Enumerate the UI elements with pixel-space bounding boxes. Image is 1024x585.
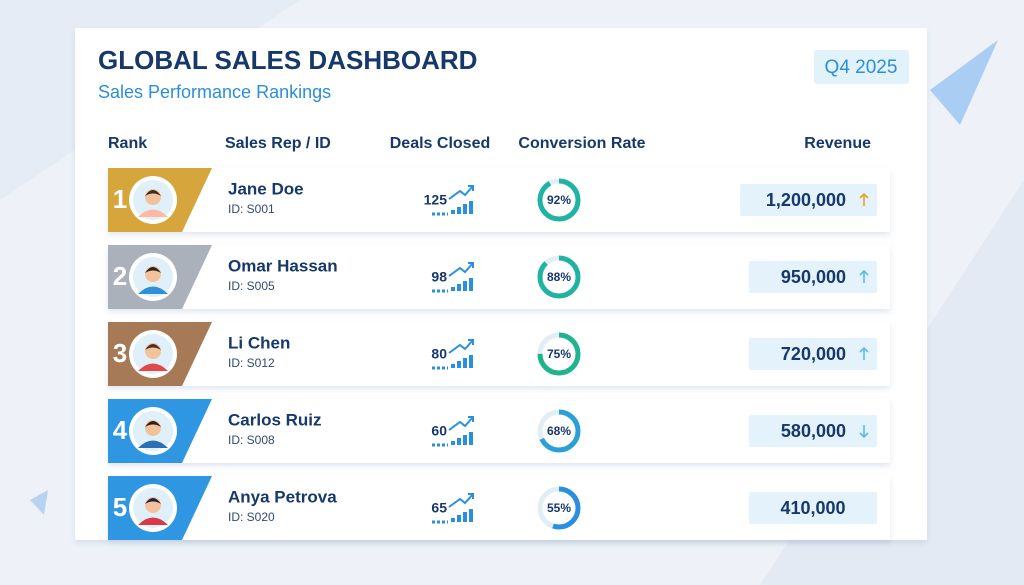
rep-id: ID: S001	[228, 202, 275, 216]
conversion-label: 75%	[547, 347, 571, 361]
conversion-ring	[537, 255, 581, 299]
deals-closed: 60	[431, 423, 447, 439]
deals-icon-arrow	[448, 416, 474, 431]
deals-icon-bar	[463, 204, 467, 214]
deals-icon-arrow	[448, 339, 474, 354]
revenue-box	[749, 261, 877, 293]
column-header: Rank	[108, 135, 147, 152]
avatar-hair	[145, 498, 161, 504]
subtitle: Sales Performance Rankings	[98, 82, 331, 102]
avatar-body	[138, 517, 168, 525]
table-row: 4 Carlos Ruiz ID: S008 60 68% 580,000	[108, 399, 890, 463]
revenue: 720,000	[781, 344, 846, 364]
deals-icon-bar	[469, 278, 473, 291]
rep-id: ID: S005	[228, 279, 275, 293]
deals-closed: 98	[431, 269, 447, 285]
deals-icon-bar	[463, 512, 467, 522]
deals-closed: 80	[431, 346, 447, 362]
rep-name: Omar Hassan	[228, 256, 338, 275]
period: Q4 2025	[825, 57, 898, 78]
deals-icon-bar	[457, 207, 461, 214]
bg-shape	[30, 490, 48, 515]
period-badge	[814, 50, 909, 84]
deals-icon-arrow	[448, 262, 474, 277]
avatar-hair	[145, 190, 161, 196]
deals-icon-arrow	[448, 185, 474, 200]
deals-icon-bar	[457, 438, 461, 445]
table-row: 2 Omar Hassan ID: S005 98 88% 950,000	[108, 245, 890, 309]
deals-icon-bar	[469, 201, 473, 214]
rep-name: Jane Doe	[228, 179, 304, 198]
avatar-body	[138, 363, 168, 371]
deals-icon-bar	[469, 432, 473, 445]
revenue-box	[749, 492, 877, 524]
column-header: Conversion Rate	[518, 135, 645, 152]
deals-icon-arrow	[448, 493, 474, 508]
conversion-label: 55%	[547, 501, 571, 515]
trend-arrow	[859, 346, 869, 360]
deals-icon-bar	[451, 287, 455, 291]
rank: 5	[113, 492, 127, 522]
deals-icon-bar	[457, 284, 461, 291]
conversion-ring	[537, 332, 581, 376]
trend-arrow	[859, 192, 869, 206]
deals-icon-bar	[451, 518, 455, 522]
revenue-box	[740, 184, 877, 216]
revenue: 1,200,000	[766, 190, 846, 210]
revenue: 410,000	[780, 498, 845, 518]
rep-name: Li Chen	[228, 333, 290, 352]
deals-icon-bar	[457, 515, 461, 522]
column-header: Sales Rep / ID	[225, 135, 331, 152]
avatar-body	[138, 440, 168, 448]
revenue-box	[749, 338, 877, 370]
rank: 3	[113, 338, 127, 368]
revenue: 580,000	[781, 421, 846, 441]
conversion-label: 88%	[547, 270, 571, 284]
deals-icon-bar	[463, 281, 467, 291]
deals-icon-bar	[469, 509, 473, 522]
avatar-body	[138, 209, 168, 217]
avatar-hair	[145, 421, 161, 427]
deals-icon-bar	[463, 435, 467, 445]
rep-id: ID: S012	[228, 356, 275, 370]
table-row: 3 Li Chen ID: S012 80 75% 720,000	[108, 322, 890, 386]
avatar-hair	[145, 344, 161, 350]
avatar-hair	[145, 267, 161, 273]
bg-shape	[930, 40, 998, 125]
rep-id: ID: S008	[228, 433, 275, 447]
rep-id: ID: S020	[228, 510, 275, 524]
avatar-body	[138, 286, 168, 294]
conversion-ring	[537, 409, 581, 453]
rep-name: Anya Petrova	[228, 487, 337, 506]
deals-icon-bar	[451, 364, 455, 368]
column-header: Revenue	[804, 135, 871, 152]
deals-icon-bar	[463, 358, 467, 368]
rank: 2	[113, 261, 127, 291]
revenue-box	[749, 415, 877, 447]
deals-icon-bar	[457, 361, 461, 368]
deals-icon-bar	[451, 210, 455, 214]
rank: 1	[113, 184, 127, 214]
title: GLOBAL SALES DASHBOARD	[98, 45, 477, 75]
trend-arrow	[859, 269, 869, 283]
conversion-label: 68%	[547, 424, 571, 438]
deals-closed: 125	[424, 192, 448, 208]
deals-icon-bar	[451, 441, 455, 445]
table-row: 5 Anya Petrova ID: S020 65 55% 410,000	[108, 476, 890, 540]
trend-arrow	[859, 425, 869, 439]
revenue: 950,000	[781, 267, 846, 287]
column-header: Deals Closed	[390, 135, 490, 152]
deals-icon-bar	[469, 355, 473, 368]
rep-name: Carlos Ruiz	[228, 410, 322, 429]
conversion-ring	[537, 178, 581, 222]
deals-closed: 65	[431, 500, 447, 516]
rank: 4	[113, 415, 128, 445]
conversion-label: 92%	[547, 193, 571, 207]
table-row: 1 Jane Doe ID: S001 125 92% 1,200,000	[108, 168, 890, 232]
conversion-ring	[537, 486, 581, 530]
